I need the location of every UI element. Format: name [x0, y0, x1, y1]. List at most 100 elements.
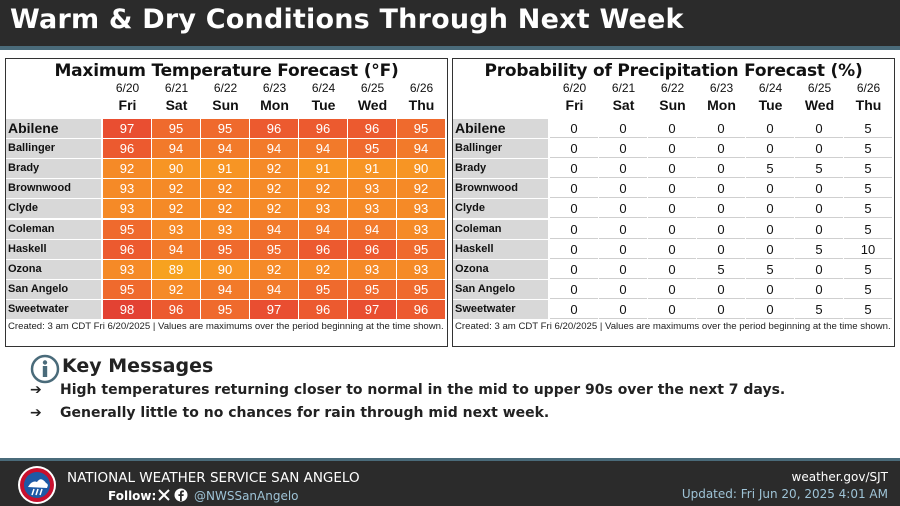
temperature-cell: 94: [299, 219, 347, 239]
updated-timestamp: Updated: Fri Jun 20, 2025 4:01 AM: [681, 487, 888, 501]
table-row: Ballinger 96 94 94 94 94 95 94: [6, 139, 447, 159]
precipitation-cell: 0: [795, 199, 843, 219]
date-header-row: 6/20 Fri 6/21 Sat 6/22 Sun 6/23 Mon 6/24 Tue 6/25 W…: [6, 81, 447, 117]
arrow-right-icon: ➔: [30, 405, 42, 421]
date-label: 6/22: [660, 81, 685, 95]
weekday-label: Thu: [408, 97, 435, 113]
x-logo-icon[interactable]: [157, 488, 171, 502]
city-name: Clyde: [6, 199, 101, 219]
precipitation-cell: 0: [550, 159, 598, 179]
temperature-cell: 93: [152, 219, 200, 239]
table-row: Ballinger 0 0 0 0 0 0 5: [453, 139, 894, 159]
precipitation-cell: 5: [746, 159, 794, 179]
weekday-label: Sun: [212, 97, 239, 113]
temperature-cell: 97: [348, 299, 396, 319]
table-row: Haskell 0 0 0 0 0 5 10: [453, 239, 894, 260]
precipitation-cell: 0: [550, 280, 598, 299]
date-label: 6/25: [360, 81, 385, 95]
temperature-cell: 90: [152, 159, 200, 179]
precipitation-cell: 0: [648, 280, 696, 299]
precipitation-cell: 0: [599, 159, 647, 179]
city-name: Clyde: [453, 199, 548, 219]
temperature-cell: 96: [103, 239, 151, 259]
temperature-cell: 95: [103, 279, 151, 299]
temperature-cell: 97: [103, 119, 151, 138]
precipitation-cell: 5: [844, 179, 892, 199]
table-row: Abilene 0 0 0 0 0 0 5: [453, 119, 894, 139]
precipitation-cell: 0: [746, 300, 794, 319]
precipitation-cell: 5: [795, 240, 843, 259]
temperature-cell: 92: [299, 259, 347, 279]
weekday-label: Fri: [118, 97, 137, 113]
temperature-cell: 93: [103, 199, 151, 219]
date-label: 6/23: [262, 81, 287, 95]
date-header: 6/25 Wed: [795, 81, 844, 114]
footer: [0, 458, 900, 506]
weekday-label: Fri: [565, 97, 584, 113]
precipitation-cell: 5: [844, 119, 892, 138]
temperature-cell: 96: [103, 139, 151, 159]
city-name: Brownwood: [453, 179, 548, 199]
precipitation-cell: 0: [795, 139, 843, 159]
precipitation-cell: 0: [648, 179, 696, 199]
city-name: Haskell: [453, 239, 548, 259]
precipitation-cell: 0: [648, 240, 696, 259]
temperature-cell: 92: [152, 279, 200, 299]
temperature-cell: 93: [397, 219, 445, 239]
precipitation-cell: 0: [746, 280, 794, 299]
table-row: Brownwood 0 0 0 0 0 0 5: [453, 179, 894, 199]
date-label: 6/26: [856, 81, 881, 95]
precipitation-cell: 0: [599, 280, 647, 299]
weekday-label: Wed: [804, 97, 835, 113]
temperature-cell: 92: [250, 259, 298, 279]
date-label: 6/21: [611, 81, 636, 95]
temperature-cell: 96: [348, 239, 396, 259]
precipitation-cell: 0: [697, 199, 745, 219]
precipitation-footnote: Created: 3 am CDT Fri 6/20/2025 | Values…: [455, 321, 891, 332]
precipitation-cell: 0: [746, 119, 794, 138]
weekday-label: Mon: [260, 97, 289, 113]
precipitation-cell: 0: [648, 220, 696, 239]
date-header: 6/21 Sat: [152, 81, 201, 114]
info-icon: [30, 354, 60, 384]
temperature-cell: 93: [397, 199, 445, 219]
temperature-cell: 95: [103, 219, 151, 239]
precipitation-cell: 0: [697, 280, 745, 299]
temperature-cell: 92: [201, 179, 249, 199]
precipitation-cell: 5: [697, 260, 745, 279]
temperature-cell: 94: [250, 279, 298, 299]
social-handle-link[interactable]: @NWSSanAngelo: [194, 489, 299, 503]
date-header: 6/23 Mon: [250, 81, 299, 114]
temperature-cell: 95: [201, 119, 249, 138]
city-name: Sweetwater: [6, 299, 101, 319]
table-row: Ozona 0 0 0 5 5 0 5: [453, 259, 894, 280]
precipitation-cell: 0: [648, 260, 696, 279]
website-link[interactable]: weather.gov/SJT: [791, 470, 888, 484]
temperature-cell: 93: [348, 199, 396, 219]
precipitation-cell: 0: [697, 139, 745, 159]
table-row: Sweetwater 0 0 0 0 0 5 5: [453, 299, 894, 320]
city-name: San Angelo: [453, 279, 548, 299]
date-label: 6/25: [807, 81, 832, 95]
temperature-cell: 96: [299, 239, 347, 259]
temperature-cell: 96: [348, 119, 396, 138]
precipitation-cell: 0: [795, 260, 843, 279]
precipitation-cell: 0: [697, 179, 745, 199]
city-name: Haskell: [6, 239, 101, 259]
temperature-cell: 97: [250, 299, 298, 319]
title-bar: Warm & Dry Conditions Through Next Week: [0, 0, 900, 46]
precipitation-cell: 0: [599, 139, 647, 159]
temperature-panel: Maximum Temperature Forecast (°F) 6/20 Fr…: [5, 58, 448, 347]
temperature-cell: 95: [152, 119, 200, 138]
precipitation-cell: 0: [795, 220, 843, 239]
precipitation-cell: 5: [746, 260, 794, 279]
temperature-cell: 92: [201, 199, 249, 219]
temperature-cell: 91: [348, 159, 396, 179]
precipitation-cell: 0: [599, 179, 647, 199]
city-name: Brady: [453, 159, 548, 179]
precipitation-cell: 5: [844, 260, 892, 279]
key-messages-heading: Key Messages: [62, 355, 214, 377]
temperature-cell: 90: [201, 259, 249, 279]
facebook-icon[interactable]: [174, 488, 188, 502]
date-header: 6/24 Tue: [299, 81, 348, 114]
